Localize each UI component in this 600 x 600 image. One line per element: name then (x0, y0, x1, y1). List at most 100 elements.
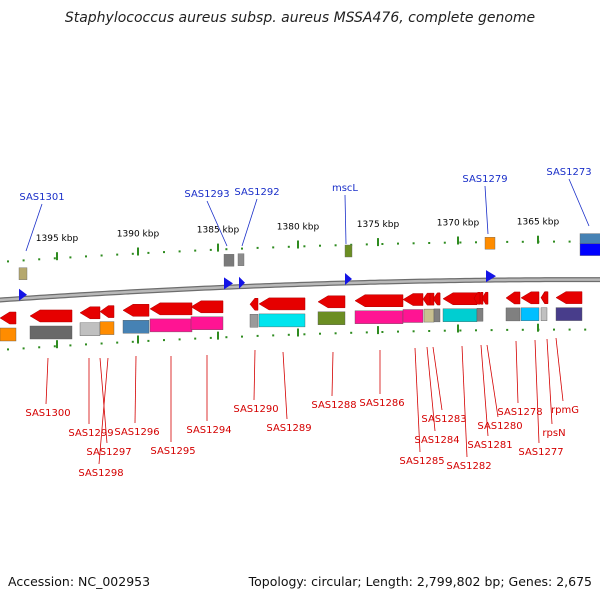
kbp-dot (22, 347, 25, 350)
forward-gene-arrow (345, 272, 352, 285)
gene-label-sas1278: SAS1278 (497, 407, 542, 418)
kbp-dot (319, 332, 321, 335)
reverse-feature-box (442, 308, 478, 322)
kbp-dot (85, 343, 87, 346)
kbp-dot (428, 242, 431, 244)
gene-label-sas1283: SAS1283 (421, 414, 466, 425)
gene-label-mscl: mscL (332, 183, 358, 194)
label-leader (331, 351, 334, 397)
kbp-dot (22, 259, 25, 262)
kbp-dot (521, 240, 524, 243)
gene-label-sas1300: SAS1300 (25, 408, 70, 419)
kbp-dot (397, 330, 399, 333)
reverse-feature-box (520, 307, 540, 321)
kbp-dot (412, 242, 415, 245)
reverse-features (0, 291, 583, 342)
kbp-dot (303, 245, 306, 248)
gene-label-sas1273: SAS1273 (546, 167, 591, 178)
scale-label: 1375 kbp (357, 220, 400, 230)
reverse-feature-box (402, 309, 424, 323)
label-leader (484, 185, 489, 235)
kbp-dot (397, 242, 399, 245)
kbp-dot (163, 251, 165, 254)
gene-label-sas1290: SAS1290 (233, 404, 278, 415)
gene-label-sas1292: SAS1292 (234, 187, 279, 198)
label-leader (134, 355, 137, 424)
topology-label: Topology: circular; Length: 2,799,802 bp… (248, 574, 592, 589)
forward-feature-box (579, 233, 600, 244)
kbp-tick (217, 331, 219, 340)
label-leader (480, 344, 489, 437)
reverse-gene-arrow (317, 295, 346, 309)
reverse-feature-box (476, 308, 484, 322)
kbp-tick (297, 240, 299, 249)
kbp-dot (53, 257, 56, 260)
kbp-dot (459, 329, 462, 332)
kbp-dot (272, 246, 275, 249)
kbp-dot (521, 328, 524, 331)
kbp-tick (56, 252, 58, 261)
kbp-dot (381, 243, 384, 245)
reverse-gene-arrow (190, 300, 224, 314)
scale-labels: 1395 kbp 1390 kbp 1385 kbp 1380 kbp 1375 kbp… (36, 218, 560, 245)
forward-features (18, 233, 600, 301)
kbp-dot (490, 329, 493, 332)
forward-feature-box (344, 244, 353, 258)
kbp-dot (475, 329, 477, 332)
kbp-dot (38, 346, 41, 349)
kbp-tick (297, 328, 299, 337)
kbp-dot (7, 348, 9, 351)
reverse-gene-arrow (432, 292, 441, 306)
kbp-dot (116, 341, 119, 344)
reverse-feature-box (505, 307, 521, 322)
kbp-dot (443, 329, 446, 332)
reverse-gene-arrow (0, 311, 17, 325)
kbp-dot (412, 330, 415, 333)
kbp-dot (38, 258, 41, 261)
kbp-tick (137, 335, 139, 344)
scale-label: 1390 kbp (117, 230, 160, 240)
kbp-dot (131, 252, 134, 255)
reverse-feature-box (249, 314, 259, 328)
label-leader (206, 200, 228, 247)
label-leader (98, 357, 109, 465)
reverse-gene-arrow (402, 293, 424, 306)
gene-label-sas1286: SAS1286 (359, 398, 404, 409)
gene-label-sas1284: SAS1284 (414, 435, 459, 446)
kbp-dot (69, 256, 72, 259)
label-leader (426, 346, 436, 432)
reverse-gene-arrow (249, 298, 259, 311)
kbp-dot (256, 334, 259, 337)
label-leader (555, 337, 564, 402)
label-leader (45, 357, 49, 405)
reverse-gene-arrow (149, 302, 193, 316)
kbp-dot (319, 244, 321, 247)
reverse-gene-arrow (122, 304, 150, 317)
reverse-feature-box (99, 321, 115, 335)
gene-label-sas1294: SAS1294 (186, 425, 231, 436)
reverse-feature-box (317, 311, 346, 325)
kbp-dot (365, 243, 368, 246)
reverse-gene-arrow (99, 305, 115, 318)
label-leader (25, 203, 43, 252)
map-title: Staphylococcus aureus subsp. aureus MSSA… (64, 10, 536, 26)
forward-gene-arrow (486, 270, 496, 283)
gene-label-sas1297: SAS1297 (86, 447, 131, 458)
kbp-dot (178, 338, 181, 341)
gene-label-sas1295: SAS1295 (150, 446, 195, 457)
reverse-feature-box (190, 316, 224, 330)
reverse-gene-arrow (442, 292, 478, 306)
kbp-dot (225, 248, 228, 251)
forward-feature-box (18, 267, 28, 280)
backbone-core (0, 278, 600, 302)
kbp-dot (428, 330, 431, 332)
label-leader (486, 344, 499, 418)
reverse-gene-arrow (520, 291, 540, 305)
kbp-dot (178, 250, 181, 253)
kbp-tick (377, 326, 379, 335)
label-leader (414, 347, 421, 453)
label-leader (282, 351, 288, 420)
gene-label-sas1298: SAS1298 (78, 468, 123, 479)
reverse-feature-box (555, 307, 583, 321)
label-leader (99, 357, 108, 444)
